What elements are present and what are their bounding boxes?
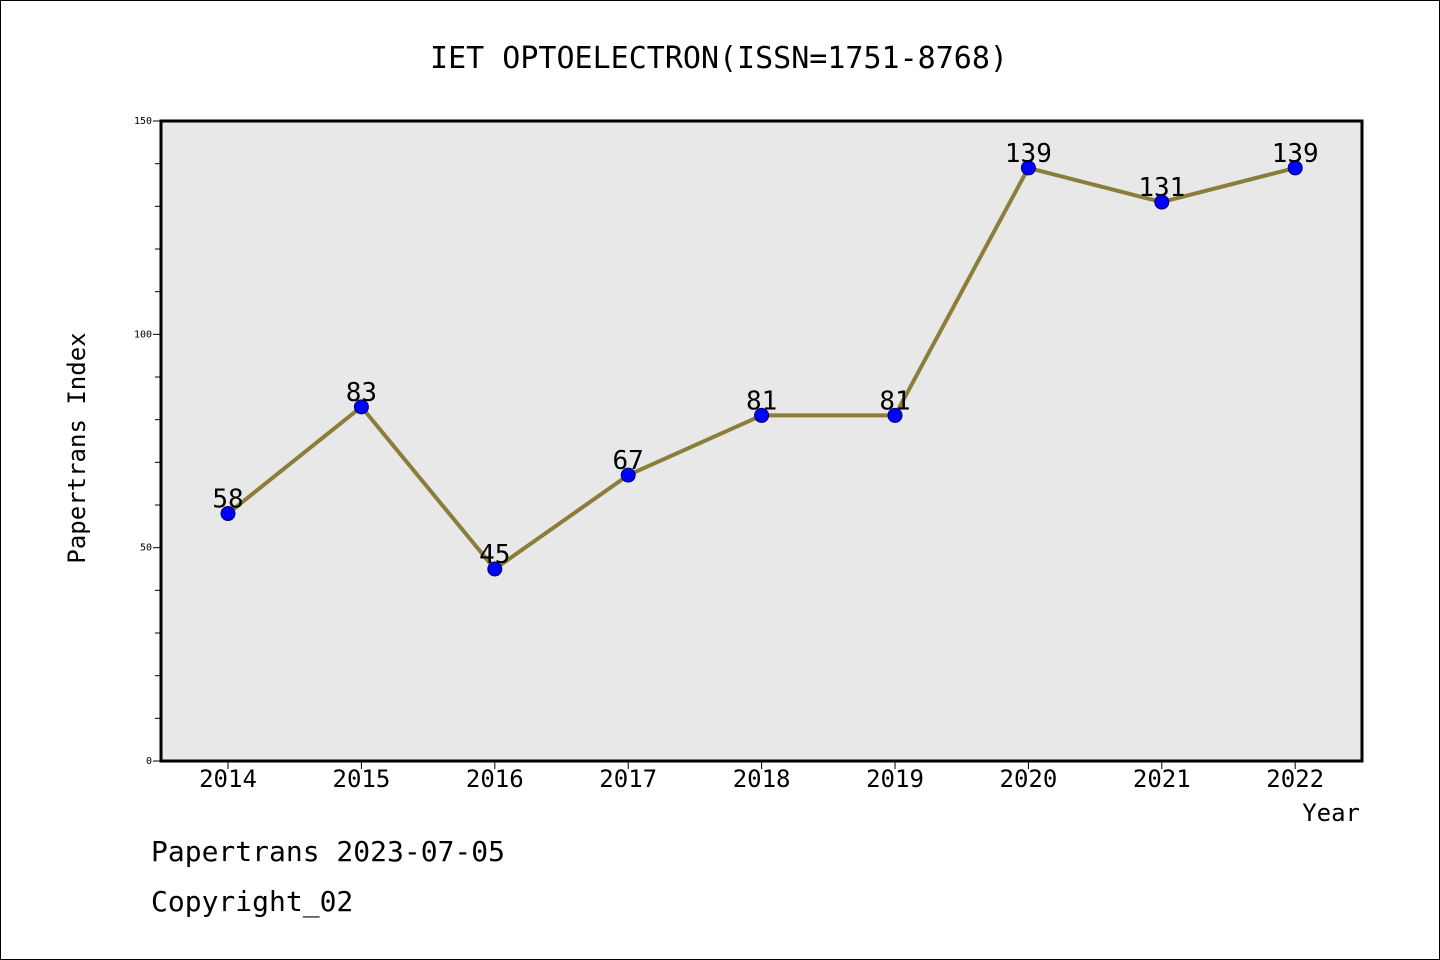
data-label: 81	[746, 386, 777, 416]
x-tick-label: 2016	[466, 765, 524, 793]
series-line-segment	[626, 413, 764, 478]
x-tick-label: 2015	[333, 765, 391, 793]
y-tick-label: 100	[134, 329, 152, 340]
y-axis-ticks: 0 50 100 150	[134, 116, 161, 767]
data-label: 139	[1272, 139, 1319, 169]
x-tick-label: 2017	[599, 765, 657, 793]
data-point-marker	[620, 467, 636, 483]
data-point-marker	[220, 506, 236, 522]
series-line-segment	[492, 473, 631, 571]
footer-copyright-text: Copyright_02	[151, 885, 354, 918]
series-lines	[226, 165, 1298, 571]
data-point-marker	[1020, 160, 1036, 176]
x-tick-label: 2020	[1000, 765, 1058, 793]
data-point-marker	[754, 407, 770, 423]
x-axis-label: Year	[1302, 799, 1360, 827]
data-label: 83	[346, 378, 377, 408]
data-label: 58	[212, 485, 243, 515]
data-point-marker	[1154, 194, 1170, 210]
footer-date-text: Papertrans 2023-07-05	[151, 835, 506, 868]
series-line-segment	[1159, 165, 1298, 205]
series-line-segment	[893, 165, 1031, 418]
data-labels: 58 83 45 67 81 81 139 131 139	[212, 139, 1318, 570]
data-label: 139	[1005, 139, 1052, 169]
x-tick-label: 2019	[866, 765, 924, 793]
x-tick-label: 2021	[1133, 765, 1191, 793]
series-line-segment	[1026, 165, 1164, 205]
series-markers	[220, 160, 1303, 577]
x-axis-ticks: 2014 2015 2016 2017 2018 2019 2020 2021 2022	[199, 761, 1324, 793]
data-label: 45	[479, 540, 510, 570]
series-line-segment	[226, 404, 364, 516]
y-tick-label: 0	[146, 756, 152, 767]
data-label: 67	[613, 446, 644, 476]
series-line-segment	[359, 404, 497, 571]
y-axis-label: Papertrans Index	[63, 332, 91, 563]
data-point-marker	[887, 407, 903, 423]
data-point-marker	[353, 399, 369, 415]
y-tick-label: 50	[140, 543, 152, 554]
x-tick-label: 2014	[199, 765, 257, 793]
data-point-marker	[1287, 160, 1303, 176]
chart-title: IET OPTOELECTRON(ISSN=1751-8768)	[430, 41, 1008, 76]
y-tick-label: 150	[134, 116, 152, 127]
x-tick-label: 2022	[1266, 765, 1324, 793]
plot-area	[159, 119, 1364, 763]
data-label: 131	[1138, 173, 1185, 203]
data-label: 81	[879, 386, 910, 416]
data-point-marker	[487, 561, 503, 577]
x-tick-label: 2018	[733, 765, 791, 793]
